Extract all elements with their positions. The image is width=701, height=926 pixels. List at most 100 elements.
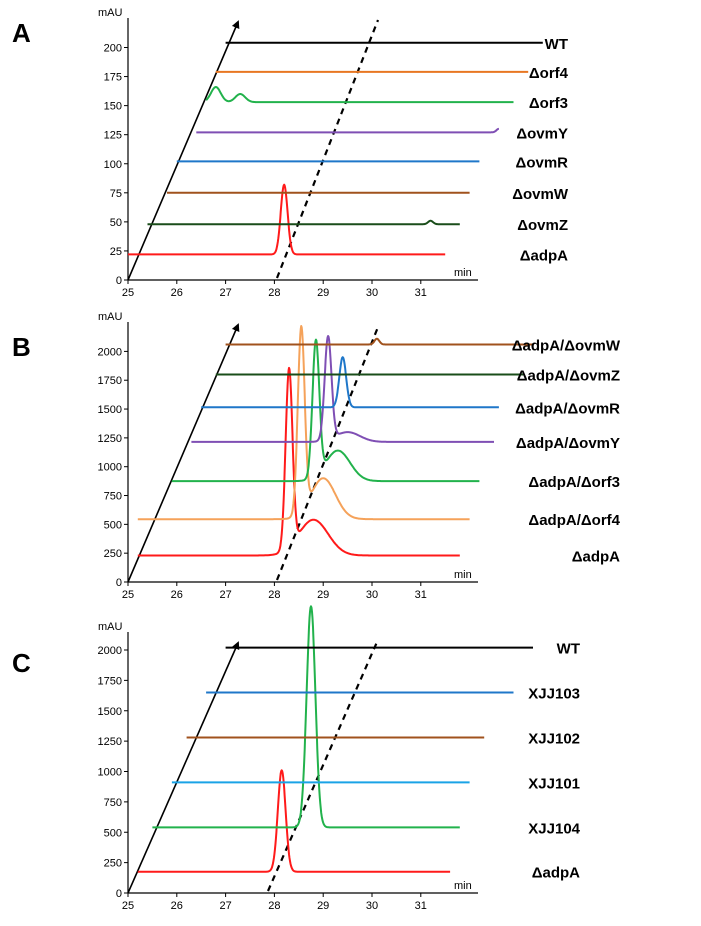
x-tick-label: 30 — [366, 900, 378, 912]
depth-arrow — [127, 20, 240, 281]
x-tick-label: 27 — [219, 900, 231, 912]
y-tick-label: 1250 — [98, 433, 122, 445]
series-label: Δorf4 — [529, 65, 569, 82]
y-tick-label: 1000 — [98, 767, 122, 779]
y-tick-label: 150 — [104, 101, 122, 113]
series-label: XJJ101 — [528, 775, 580, 792]
y-tick-label: 1000 — [98, 462, 122, 474]
series-label: ΔadpA/Δorf3 — [528, 474, 620, 491]
panel-letter: A — [12, 18, 31, 48]
x-tick-label: 31 — [415, 900, 427, 912]
series-label: ΔadpA/ΔovmR — [515, 400, 620, 417]
series-label: ΔovmR — [516, 154, 569, 171]
series-label: ΔadpA/ΔovmW — [512, 337, 621, 354]
y-tick-label: 75 — [110, 188, 122, 200]
trace--adpa-orf4 — [137, 325, 471, 521]
x-tick-label: 26 — [171, 589, 183, 601]
series-label: ΔadpA — [520, 247, 568, 264]
y-tick-label: 250 — [104, 548, 122, 560]
y-tick-label: 0 — [116, 275, 122, 287]
trace--ovmz — [147, 219, 461, 226]
x-axis-unit: min — [454, 569, 472, 581]
y-axis-unit: mAU — [98, 7, 123, 19]
y-tick-label: 175 — [104, 72, 122, 84]
series-label: ΔadpA/ΔovmZ — [517, 367, 620, 384]
x-axis-unit: min — [454, 267, 472, 279]
panel-c: C 0 250 500 750 1000 1250 1500 1750 2000 mAU 25 26 27… — [12, 605, 581, 912]
panel-letter: B — [12, 332, 31, 362]
y-tick-label: 1250 — [98, 736, 122, 748]
y-axis-unit: mAU — [98, 621, 123, 633]
x-tick-label: 25 — [122, 900, 134, 912]
x-tick-label: 27 — [219, 589, 231, 601]
x-axis-unit: min — [454, 880, 472, 892]
depth-arrow — [127, 323, 240, 583]
x-tick-label: 26 — [171, 900, 183, 912]
y-tick-label: 0 — [116, 888, 122, 900]
x-tick-label: 28 — [268, 287, 280, 299]
depth-arrow — [127, 641, 240, 894]
y-tick-label: 2000 — [98, 346, 122, 358]
y-tick-label: 1500 — [98, 404, 122, 416]
trace-xjj104 — [151, 605, 461, 829]
x-tick-label: 29 — [317, 900, 329, 912]
y-tick-label: 2000 — [98, 645, 122, 657]
y-tick-label: 50 — [110, 217, 122, 229]
trace--adpa-ovmy — [190, 335, 495, 443]
retention-time-guide — [275, 326, 380, 581]
series-label: XJJ102 — [528, 730, 580, 747]
y-tick-label: 1750 — [98, 675, 122, 687]
series-label: ΔadpA/Δorf4 — [528, 512, 620, 529]
x-tick-label: 28 — [268, 900, 280, 912]
panel-b: B 0 250 500 750 1000 1250 1500 1750 2000 mAU 25 26 27… — [12, 311, 621, 601]
x-tick-label: 26 — [171, 287, 183, 299]
y-tick-label: 500 — [104, 519, 122, 531]
retention-time-guide — [275, 19, 380, 279]
trace--orf3 — [205, 86, 514, 104]
y-axis-unit: mAU — [98, 311, 123, 323]
x-tick-label: 30 — [366, 287, 378, 299]
series-label: WT — [557, 641, 580, 658]
y-tick-label: 500 — [104, 827, 122, 839]
trace--adpa-ovmr — [200, 356, 500, 409]
x-tick-label: 27 — [219, 287, 231, 299]
y-tick-label: 125 — [104, 130, 122, 142]
y-tick-label: 200 — [104, 43, 122, 55]
series-label: Δorf3 — [529, 95, 568, 112]
retention-time-guide — [266, 641, 379, 892]
trace--adpa-ovmw — [225, 337, 534, 346]
x-tick-label: 25 — [122, 589, 134, 601]
x-tick-label: 29 — [317, 589, 329, 601]
y-tick-label: 1750 — [98, 375, 122, 387]
x-tick-label: 30 — [366, 589, 378, 601]
series-label: ΔovmW — [512, 186, 569, 203]
y-tick-label: 1500 — [98, 706, 122, 718]
trace--adpa-orf3 — [171, 338, 480, 483]
trace--adpa — [137, 769, 451, 873]
x-tick-label: 31 — [415, 589, 427, 601]
series-label: ΔovmY — [516, 125, 568, 142]
y-tick-label: 100 — [104, 159, 122, 171]
x-tick-label: 31 — [415, 287, 427, 299]
y-tick-label: 250 — [104, 858, 122, 870]
series-label: ΔadpA — [532, 865, 580, 882]
x-tick-label: 29 — [317, 287, 329, 299]
x-tick-label: 28 — [268, 589, 280, 601]
series-label: XJJ104 — [528, 820, 580, 837]
trace--ovmy — [195, 127, 500, 134]
series-label: ΔadpA — [572, 548, 620, 565]
y-tick-label: 750 — [104, 797, 122, 809]
series-label: ΔovmZ — [517, 217, 568, 234]
panel-letter: C — [12, 648, 31, 678]
y-tick-label: 25 — [110, 246, 122, 258]
series-label: WT — [545, 36, 568, 53]
trace--adpa — [127, 183, 446, 256]
trace--adpa — [137, 366, 461, 557]
y-tick-label: 750 — [104, 491, 122, 503]
y-tick-label: 0 — [116, 577, 122, 589]
x-tick-label: 25 — [122, 287, 134, 299]
series-label: XJJ103 — [528, 686, 580, 703]
series-label: ΔadpA/ΔovmY — [516, 435, 620, 452]
